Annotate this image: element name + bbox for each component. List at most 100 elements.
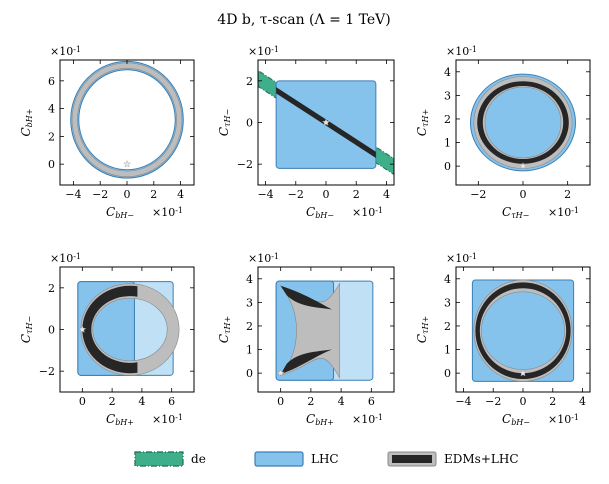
x-tick-label: −2 (485, 395, 501, 408)
legend-item-lhc: LHC (254, 451, 339, 467)
x-axis-label-p13: CτH− (502, 205, 529, 220)
region-edm_grey-p23-1 (473, 279, 573, 382)
x-tick-label: 4 (383, 188, 390, 201)
y-tick-label: 0 (48, 324, 55, 337)
x-axis-label-p23: CbH− (502, 412, 530, 427)
y-tick-label: 6 (48, 75, 55, 88)
x-tick-label: −4 (257, 188, 273, 201)
x-tick-label: 0 (323, 188, 330, 201)
x-tick-label: 2 (353, 188, 360, 201)
y-tick-label: 0 (48, 158, 55, 171)
x-tick-label: 2 (564, 188, 571, 201)
y-axis-label-p12: CτH− (217, 109, 232, 136)
y-multiplier-p11: ×10-1 (50, 45, 81, 58)
region-lhc-p11-0 (70, 60, 184, 179)
region-edm_dark-p21-3 (82, 285, 138, 374)
x-tick-label: 4 (338, 395, 345, 408)
x-multiplier-p21: ×10-1 (152, 413, 183, 426)
x-axis-label-p21: CbH+ (106, 412, 134, 427)
y-tick-label: 2 (444, 320, 451, 333)
y-axis-label-p23: CτH+ (415, 316, 430, 343)
y-tick-label: 2 (246, 75, 253, 88)
legend-item-de: de (134, 451, 206, 467)
panel-p12: −4 −2 0 2 4 −2 0 2 ×10-1 ×10-1 CbH− CτH− (217, 45, 395, 220)
x-multiplier-p11: ×10-1 (152, 206, 183, 219)
x-multiplier-p22: ×10-1 (352, 413, 383, 426)
sm-point-p12 (322, 118, 330, 126)
x-tick-label: 2 (150, 188, 157, 201)
x-tick-label: 0 (520, 395, 527, 408)
y-tick-label: 4 (246, 273, 253, 286)
y-tick-label: 2 (246, 320, 253, 333)
region-edm_grey-p21-2 (80, 283, 180, 376)
legend-swatch-lhc (254, 451, 304, 467)
x-multiplier-p23: ×10-1 (548, 413, 579, 426)
y-tick-label: 3 (444, 89, 451, 102)
y-tick-label: 4 (48, 103, 55, 116)
panel-p11: −4 −2 0 2 4 0 2 4 6 ×10-1 ×10-1 CbH− CbH+ (19, 45, 195, 220)
legend-label-edm: EDMs+LHC (444, 452, 519, 466)
sm-point-p22 (276, 368, 285, 377)
region-edm_dark-p22-3 (280, 285, 333, 375)
x-axis-label-p11: CbH− (106, 205, 134, 220)
x-tick-label: 0 (79, 395, 86, 408)
sm-point-p21 (78, 325, 87, 333)
panel-p13: −2 0 2 0 1 2 3 4 ×10-1 ×10-1 CτH− CτH+ (415, 45, 591, 220)
y-axis-label-p21: CτH− (19, 316, 34, 343)
x-tick-label: 0 (520, 188, 527, 201)
x-tick-label: 0 (124, 188, 131, 201)
y-tick-label: 0 (246, 117, 253, 130)
x-tick-label: 4 (579, 395, 586, 408)
region-lhc-p13-0 (470, 73, 576, 172)
y-tick-label: 0 (444, 367, 451, 380)
y-axis-label-p22: CτH+ (217, 316, 232, 343)
x-axis-label-p22: CbH+ (306, 412, 334, 427)
x-tick-label: −4 (455, 395, 471, 408)
y-tick-label: 1 (444, 344, 451, 357)
panel-p22: 0 2 4 6 0 1 2 3 4 ×10-1 ×10-1 CbH+ CτH+ (217, 252, 395, 427)
x-multiplier-p12: ×10-1 (352, 206, 383, 219)
y-axis-label-p13: CτH+ (415, 109, 430, 136)
y-multiplier-p13: ×10-1 (446, 45, 477, 58)
legend-label-lhc: LHC (311, 452, 339, 466)
y-tick-label: 4 (444, 273, 451, 286)
y-tick-label: 3 (246, 296, 253, 309)
y-tick-label: 1 (246, 344, 253, 357)
legend-swatch-de (134, 451, 184, 467)
x-tick-label: 2 (549, 395, 556, 408)
y-tick-label: −2 (39, 365, 55, 378)
x-tick-label: −2 (470, 188, 486, 201)
sm-point-p13 (519, 161, 527, 170)
region-edm_grey-p13-1 (473, 76, 573, 169)
x-tick-label: −2 (92, 188, 108, 201)
x-tick-label: 4 (177, 188, 184, 201)
panels: −4 −2 0 2 4 0 2 4 6 ×10-1 ×10-1 CbH− CbH+ −4 −2 0 2 4 −2 0 2… (19, 45, 591, 427)
y-multiplier-p22: ×10-1 (248, 252, 279, 265)
y-axis-label-p11: CbH+ (19, 109, 34, 137)
x-tick-label: 4 (138, 395, 145, 408)
y-tick-label: 2 (444, 113, 451, 126)
sm-point-p23 (519, 368, 527, 377)
x-tick-label: −2 (288, 188, 304, 201)
legend-label-de: de (191, 452, 206, 466)
legend-item-edm: EDMs+LHC (387, 451, 519, 467)
panel-p21: 0 2 4 6 −2 0 2 ×10-1 ×10-1 CbH+ CτH− (19, 252, 195, 427)
x-tick-label: 2 (307, 395, 314, 408)
axes-frame (257, 266, 395, 393)
x-multiplier-p13: ×10-1 (548, 206, 579, 219)
x-tick-label: 0 (277, 395, 284, 408)
y-tick-label: 2 (48, 130, 55, 143)
x-tick-label: 6 (168, 395, 175, 408)
legend: de LHC EDMs+LHC (134, 451, 519, 467)
sm-point-p11 (123, 160, 131, 168)
y-tick-label: 2 (48, 282, 55, 295)
y-tick-label: −2 (237, 158, 253, 171)
x-tick-label: −4 (65, 188, 81, 201)
x-axis-label-p12: CbH− (306, 205, 334, 220)
y-tick-label: 4 (444, 66, 451, 79)
x-tick-label: 6 (368, 395, 375, 408)
figure-title: 4D b, τ-scan (Λ = 1 TeV) (217, 12, 390, 28)
y-tick-label: 1 (444, 137, 451, 150)
